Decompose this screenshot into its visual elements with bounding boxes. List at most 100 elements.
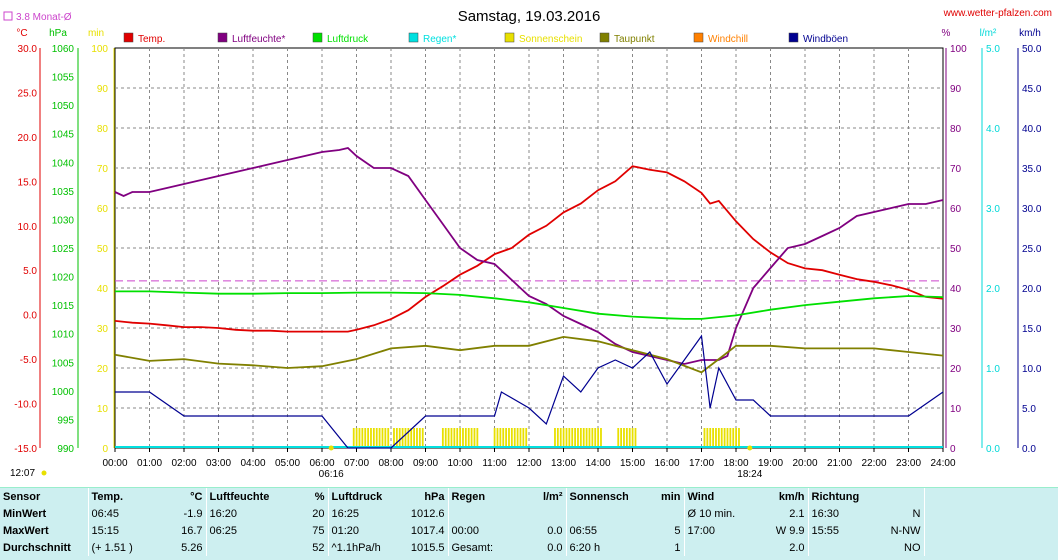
cell: 1 [674, 541, 681, 554]
sunshine-bar [556, 428, 559, 448]
y-tick-label: 10 [97, 404, 109, 415]
sunshine-bar [729, 428, 732, 448]
axis-unit: °C [16, 28, 27, 39]
y-tick-label: -10.0 [14, 400, 37, 411]
sunshine-bar [476, 428, 479, 448]
sunshine-bar [444, 428, 447, 448]
y-tick-label: 25.0 [18, 88, 38, 99]
y-tick-label: 1020 [52, 273, 75, 284]
axis-unit: hPa [49, 28, 67, 39]
legend-swatch [693, 32, 704, 43]
sunshine-bar [559, 428, 562, 448]
sunshine-bar [375, 428, 378, 448]
y-tick-label: 15.0 [18, 177, 38, 188]
axis-unit: l/m² [980, 28, 997, 39]
sunshine-bar [441, 428, 444, 448]
y-tick-label: 1015 [52, 301, 75, 312]
sunshine-bar [720, 428, 723, 448]
hdr-dir: Richtung [807, 488, 866, 505]
sunshine-bar [418, 428, 421, 448]
stats-row-avg: Durchschnitt (+ 1.51 ) 5.26 52 ^1.1hPa/h… [0, 539, 1058, 556]
hdr-rain: Regen [447, 488, 508, 505]
start-marker [41, 470, 47, 476]
cell: 6:20 h [565, 539, 628, 556]
legend-swatch [504, 32, 515, 43]
legend-label: Luftdruck [327, 34, 369, 45]
legend-swatch [217, 32, 228, 43]
y-tick-label: 60 [97, 204, 109, 215]
sunset-label: 18:24 [737, 469, 762, 480]
sunshine-bar [726, 428, 729, 448]
y-tick-label: 80 [950, 124, 962, 135]
sunshine-bar [717, 428, 720, 448]
legend-label: Regen* [423, 34, 456, 45]
y-tick-label: 1005 [52, 358, 75, 369]
x-tick-label: 18:00 [723, 458, 748, 469]
cell: 1017.4 [410, 524, 445, 537]
x-tick-label: 21:00 [827, 458, 852, 469]
sunshine-bar [510, 428, 513, 448]
hdr-sensor: Sensor [3, 490, 41, 503]
sunshine-bar [384, 428, 387, 448]
y-tick-label: 10 [950, 404, 962, 415]
x-tick-label: 02:00 [171, 458, 196, 469]
sunshine-bar [703, 428, 706, 448]
sunshine-bar [723, 428, 726, 448]
y-tick-label: 70 [950, 164, 962, 175]
legend-swatch [408, 32, 419, 43]
sunshine-bar [631, 428, 634, 448]
cell: 06:55 [565, 522, 628, 539]
y-tick-label: 0 [102, 444, 108, 455]
x-tick-label: 04:00 [240, 458, 265, 469]
y-tick-label: 20.0 [1022, 284, 1042, 295]
sunshine-bar [594, 428, 597, 448]
legend-label: Windchill [708, 34, 748, 45]
sunshine-bar [352, 428, 355, 448]
y-tick-label: 20 [950, 364, 962, 375]
legend-label: Taupunkt [614, 34, 655, 45]
sunshine-bar [735, 428, 737, 448]
sunshine-bar [732, 428, 735, 448]
y-tick-label: 35.0 [1022, 164, 1042, 175]
legend-label: Luftfeuchte* [232, 34, 285, 45]
cell: 0.0 [547, 524, 563, 537]
y-tick-label: 20.0 [18, 133, 38, 144]
sunshine-bar [381, 428, 384, 448]
x-tick-label: 20:00 [792, 458, 817, 469]
y-tick-label: 3.0 [986, 204, 1000, 215]
y-tick-label: 50 [97, 244, 109, 255]
cell: Gesamt: [447, 539, 508, 556]
sunshine-bar [499, 428, 502, 448]
x-tick-label: 10:00 [447, 458, 472, 469]
monat-marker [3, 11, 13, 21]
legend-swatch [599, 32, 610, 43]
sunshine-bar [565, 428, 568, 448]
cell: 16:30 [807, 505, 866, 522]
stats-header-row: Sensor Temp. °C Luftfeuchte % Luftdruck … [0, 488, 1058, 505]
source-link[interactable]: www.wetter-pfalzen.com [943, 8, 1052, 19]
cell: (+ 1.51 ) [87, 539, 148, 556]
y-tick-label: 990 [57, 444, 74, 455]
y-tick-label: 50 [950, 244, 962, 255]
sunshine-bar [600, 428, 602, 448]
temp-line [114, 165, 944, 333]
gust-line [115, 334, 944, 449]
row-label: Durchschnitt [3, 541, 71, 554]
sunshine-bar [617, 428, 620, 448]
sunshine-bar [464, 428, 467, 448]
cell: 5.26 [181, 541, 203, 554]
y-tick-label: 15.0 [1022, 324, 1042, 335]
sunshine-bar [582, 428, 585, 448]
sunshine-bar [378, 428, 381, 448]
sunshine-bar [453, 428, 456, 448]
cell: 0.0 [547, 541, 563, 554]
sunrise-marker [328, 445, 334, 451]
sunshine-bar [591, 428, 594, 448]
y-tick-label: 0.0 [986, 444, 1000, 455]
y-tick-label: 1025 [52, 244, 75, 255]
y-tick-label: 100 [950, 44, 967, 55]
sunshine-bar [588, 428, 591, 448]
hdr-hum-unit: % [314, 490, 325, 503]
sunshine-bar [447, 428, 450, 448]
y-tick-label: 60 [950, 204, 962, 215]
